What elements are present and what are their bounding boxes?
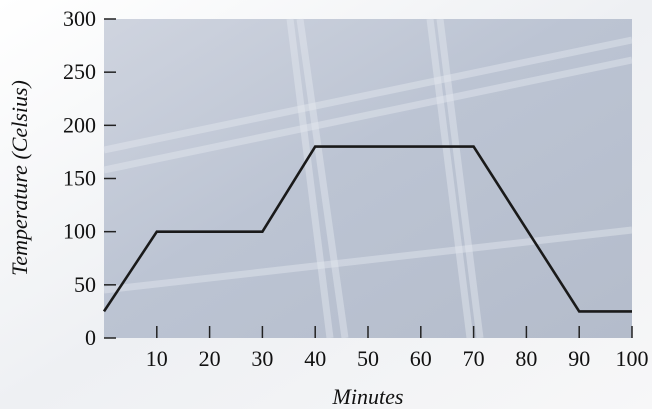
decor-line [296, 18, 349, 339]
y-tick-label: 250 [63, 59, 96, 84]
axis-ticks [104, 18, 633, 339]
decor-line [103, 36, 633, 154]
x-tick-label: 50 [357, 346, 379, 371]
y-tick-label: 100 [63, 219, 96, 244]
x-tick-label: 40 [304, 346, 326, 371]
tick-labels: 0 50 100 150 200 250 300 10 20 30 40 50 60 70 80 90 100 [63, 6, 649, 371]
y-tick-label: 0 [85, 325, 96, 350]
y-tick-label: 150 [63, 166, 96, 191]
x-tick-label: 80 [515, 346, 537, 371]
plot-area [104, 19, 632, 338]
series-layer [102, 145, 632, 313]
x-tick-label: 30 [251, 346, 273, 371]
x-tick-label: 20 [199, 346, 221, 371]
x-tick-label: 90 [568, 346, 590, 371]
x-tick-label: 60 [410, 346, 432, 371]
plot-background-decor [103, 18, 633, 339]
series-line [102, 145, 632, 313]
y-tick-label: 300 [63, 6, 96, 31]
decor-line [286, 18, 334, 339]
decor-line [426, 18, 474, 339]
x-tick-label: 100 [616, 346, 649, 371]
x-tick-label: 70 [463, 346, 485, 371]
y-tick-label: 50 [74, 272, 96, 297]
x-tick-label: 10 [146, 346, 168, 371]
decor-line [103, 226, 633, 294]
x-axis-title: Minutes [332, 384, 404, 409]
y-tick-label: 200 [63, 112, 96, 137]
y-axis-title: Temperature (Celsius) [7, 80, 32, 276]
decor-line [436, 18, 484, 339]
decor-line [103, 56, 633, 174]
